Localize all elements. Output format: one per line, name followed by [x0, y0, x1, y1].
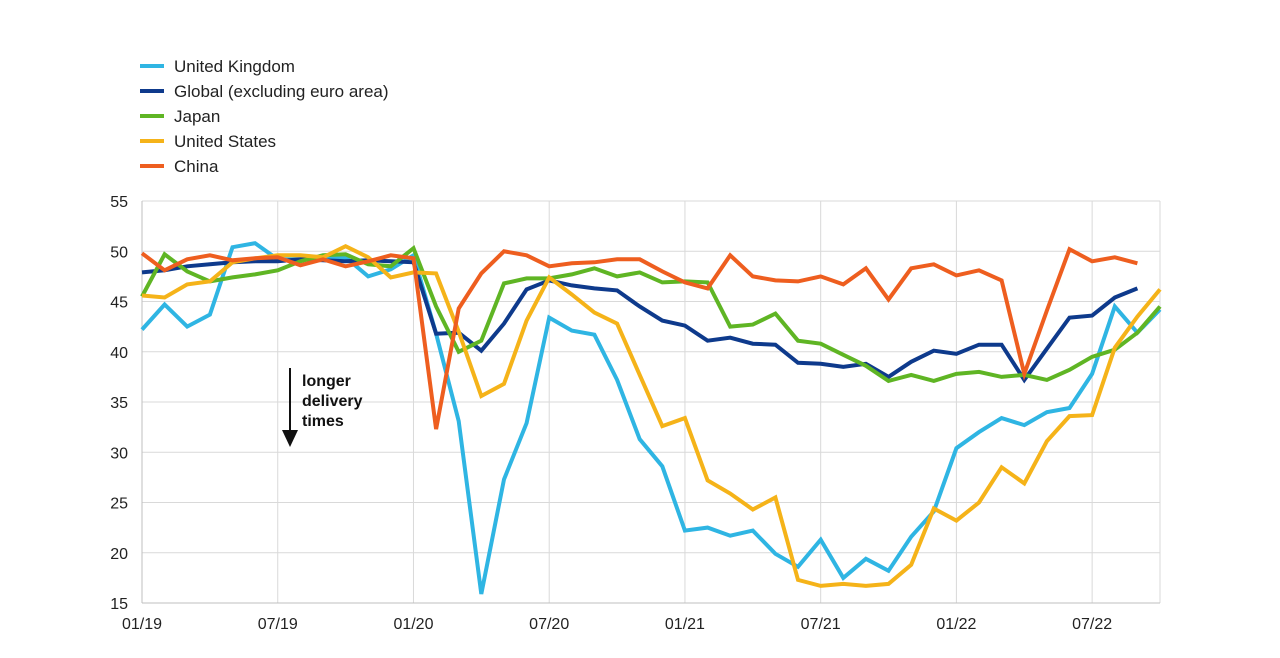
- y-tick-label-30: 30: [110, 445, 128, 462]
- legend-label-united-states: United States: [174, 132, 276, 151]
- x-tick-label-01-21: 01/21: [665, 616, 705, 633]
- x-tick-label-07-22: 07/22: [1072, 616, 1112, 633]
- annotation-text-delivery: delivery: [302, 393, 363, 410]
- series-line-china: [140, 246, 1138, 430]
- x-tick-label-07-20: 07/20: [529, 616, 569, 633]
- axes: 15 20 25 30 35 40 45 50 55 01/19 07/19 01/20 07/20 01…: [110, 194, 1160, 633]
- series-line-united-states: [141, 243, 1162, 588]
- y-tick-label-50: 50: [110, 244, 128, 261]
- x-tick-label-01-20: 01/20: [393, 616, 433, 633]
- x-tick-label-07-19: 07/19: [258, 616, 298, 633]
- y-tick-label-25: 25: [110, 496, 128, 513]
- y-tick-label-15: 15: [110, 596, 128, 613]
- down-arrow-icon: [282, 430, 298, 447]
- y-tick-label-45: 45: [110, 295, 128, 312]
- y-tick-label-55: 55: [110, 194, 128, 211]
- x-tick-label-07-21: 07/21: [801, 616, 841, 633]
- series-lines: [140, 241, 1162, 595]
- y-tick-label-40: 40: [110, 345, 128, 362]
- annotation-text-longer: longer: [302, 373, 351, 390]
- y-tick-label-35: 35: [110, 395, 128, 412]
- x-tick-label-01-22: 01/22: [936, 616, 976, 633]
- annotation-longer-delivery-times: longer delivery times: [282, 368, 363, 447]
- series-line-global-excluding-euro-area: [141, 257, 1139, 384]
- legend-label-united-kingdom: United Kingdom: [174, 57, 295, 76]
- x-tick-label-01-19: 01/19: [122, 616, 162, 633]
- legend-label-japan: Japan: [174, 107, 220, 126]
- legend-label-china: China: [174, 157, 219, 176]
- legend-label-global-excluding-euro-area: Global (excluding euro area): [174, 82, 389, 101]
- y-tick-label-20: 20: [110, 546, 128, 563]
- legend: United Kingdom Global (excluding euro are…: [140, 57, 389, 176]
- annotation-text-times: times: [302, 413, 344, 430]
